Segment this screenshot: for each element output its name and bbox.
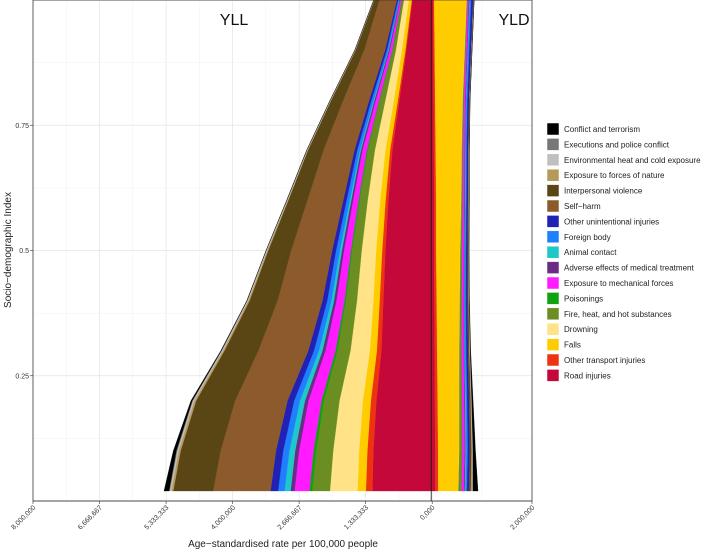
y-tick-label: 0.75 [15, 123, 29, 130]
legend-swatch-interpersonal-violence [546, 184, 560, 197]
x-axis-ticks: 8,000,000 6,666,667 5,333,333 4,000,000 2,66… [10, 501, 536, 531]
x-tick-label: 5,333,333 [144, 504, 171, 531]
legend-label-interpersonal-violence: Interpersonal violence [564, 187, 643, 196]
y-axis-ticks: 0.25 0.5 0.75 [15, 123, 33, 380]
x-tick-label: 6,666,667 [77, 504, 104, 531]
y-tick-label: 0.5 [19, 248, 29, 255]
legend-swatch-executions-and-police-conflict [546, 138, 560, 151]
legend-label-falls: Falls [564, 341, 581, 350]
legend-label-foreign-body: Foreign body [564, 233, 611, 242]
legend-label-exposure-to-mechanical-forces: Exposure to mechanical forces [564, 279, 673, 288]
legend-label-animal-contact: Animal contact [564, 248, 617, 257]
x-tick-label: 2,666,667 [277, 504, 304, 531]
legend-swatch-conflict-and-terrorism [546, 122, 560, 136]
stacked-areas [163, 0, 479, 492]
legend-swatch-other-transport-injuries [546, 353, 560, 367]
legend-swatch-fire-heat-and-hot-substances [546, 307, 560, 321]
legend-label-exposure-to-forces-of-nature: Exposure to forces of nature [564, 171, 665, 180]
legend-label-other-transport-injuries: Other transport injuries [564, 356, 645, 365]
legend-label-poisonings: Poisonings [564, 294, 603, 303]
legend-swatch-falls [546, 338, 560, 351]
legend-label-executions-and-police-conflict: Executions and police conflict [564, 140, 670, 149]
legend-swatch-poisonings [546, 292, 560, 305]
yld-area-conflict-and-terrorism [468, 0, 479, 492]
legend-label-road-injuries: Road injuries [564, 371, 611, 380]
yll-area-conflict-and-terrorism [163, 0, 374, 492]
legend: Conflict and terrorism Executions and pol… [546, 122, 701, 382]
legend-swatch-other-unintentional-injuries [546, 215, 560, 228]
legend-swatch-adverse-effects-of-medical-treatment [546, 261, 560, 274]
legend-label-environmental-heat-and-cold-exposure: Environmental heat and cold exposure [564, 156, 701, 165]
legend-swatch-exposure-to-mechanical-forces [546, 276, 560, 290]
legend-label-drowning: Drowning [564, 325, 598, 334]
legend-label-fire-heat-and-hot-substances: Fire, heat, and hot substances [564, 310, 672, 319]
x-tick-label: 2,000,000 [509, 504, 536, 531]
legend-label-self-harm: Self−harm [564, 202, 601, 211]
x-axis-title: Age−standardised rate per 100,000 people [188, 539, 378, 550]
legend-swatch-exposure-to-forces-of-nature [546, 168, 560, 182]
legend-swatch-environmental-heat-and-cold-exposure [546, 153, 560, 167]
x-tick-label: 1,333,333 [343, 504, 370, 531]
legend-swatch-road-injuries [546, 369, 560, 382]
y-axis-title: Socio−demographic Index [3, 192, 14, 308]
legend-label-conflict-and-terrorism: Conflict and terrorism [564, 125, 640, 134]
yld-panel-label: YLD [498, 12, 529, 29]
yll-panel-label: YLL [220, 12, 249, 29]
y-tick-label: 0.25 [15, 373, 29, 380]
legend-swatch-self-harm [546, 199, 560, 213]
legend-label-adverse-effects-of-medical-treatment: Adverse effects of medical treatment [564, 264, 694, 273]
legend-label-other-unintentional-injuries: Other unintentional injuries [564, 217, 659, 226]
x-tick-label: 4,000,000 [210, 504, 237, 531]
x-tick-label: 8,000,000 [10, 504, 37, 531]
x-tick-label: 0,000 [419, 504, 436, 521]
legend-swatch-drowning [546, 322, 560, 336]
legend-swatch-foreign-body [546, 230, 560, 244]
legend-swatch-animal-contact [546, 245, 560, 259]
